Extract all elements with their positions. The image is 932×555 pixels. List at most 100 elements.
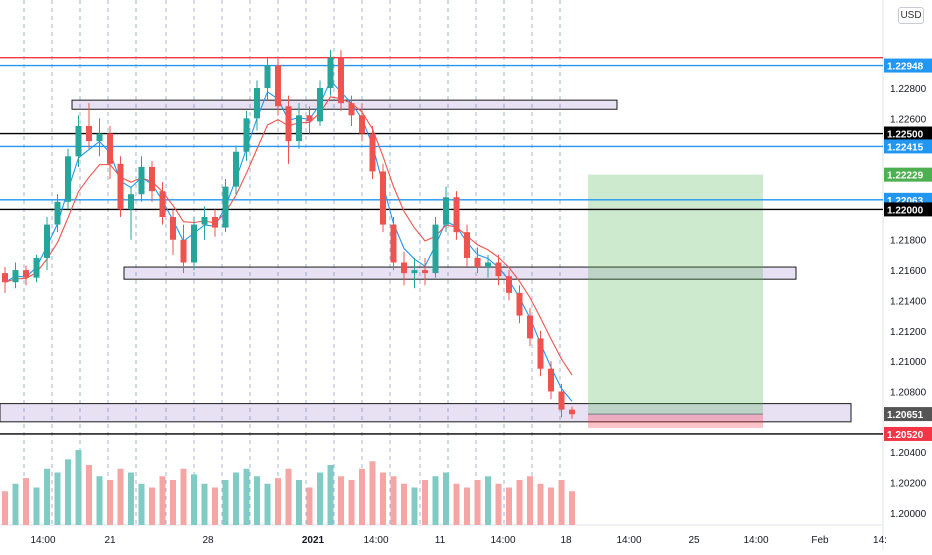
- volume-bar: [23, 478, 29, 525]
- candle-body: [348, 103, 355, 116]
- candle-body: [527, 315, 533, 339]
- candle-body: [306, 115, 313, 122]
- volume-bar: [243, 468, 250, 525]
- candle-body: [495, 262, 502, 277]
- time-tick-label: 14:00: [30, 535, 55, 546]
- volume-bar: [54, 472, 61, 525]
- price-tick-label: 1.21400: [890, 296, 927, 307]
- candle-body: [212, 216, 218, 228]
- volume-bar: [422, 480, 428, 525]
- volume-bar: [96, 476, 103, 525]
- candle-body: [390, 224, 397, 263]
- volume-bar: [12, 483, 19, 525]
- volume-bar: [222, 480, 229, 525]
- volume-bar: [527, 476, 533, 525]
- volume-bar: [65, 459, 71, 525]
- volume-bar: [117, 468, 124, 525]
- price-tick-label: 1.21600: [890, 266, 927, 277]
- time-tick-label: 14:00: [363, 535, 388, 546]
- volume-bars: [2, 450, 575, 525]
- candle-body: [548, 368, 554, 392]
- volume-bar: [558, 480, 565, 525]
- candle-body: [191, 224, 197, 263]
- profit-zone: [588, 174, 763, 415]
- volume-bar: [285, 468, 292, 525]
- candle-body: [453, 197, 460, 233]
- volume-bar: [254, 476, 260, 525]
- long-position-tool[interactable]: [588, 174, 763, 428]
- time-tick-label: 25: [688, 535, 700, 546]
- candle-body: [443, 197, 449, 225]
- candle-body: [2, 273, 8, 283]
- candle-body: [138, 166, 145, 195]
- volume-bar: [537, 483, 544, 525]
- price-tick-label: 1.21200: [890, 327, 927, 338]
- volume-bar: [306, 487, 313, 525]
- candle-body: [380, 171, 386, 225]
- candle-body: [369, 133, 376, 172]
- volume-bar: [317, 472, 323, 525]
- price-tag: [884, 167, 932, 182]
- price-tick-label: 1.20400: [890, 448, 927, 459]
- candle-body: [506, 276, 512, 293]
- candle-body: [317, 88, 323, 122]
- candle-body: [243, 118, 250, 152]
- price-tick-label: 1.20000: [890, 509, 927, 520]
- price-tag-label: 1.20520: [887, 430, 924, 441]
- candle-body: [285, 106, 292, 142]
- price-tick-label: 1.22800: [890, 84, 927, 95]
- price-tag: [884, 58, 932, 73]
- candle-body: [117, 163, 124, 210]
- candle-body: [432, 224, 439, 274]
- candle-body: [401, 262, 407, 274]
- stop-zone: [588, 414, 763, 428]
- price-tick-label: 1.20800: [890, 387, 927, 398]
- time-axis[interactable]: 14:00 21 28 2021 14:00 11 14:00 18 14:00 25 14:00 F…: [30, 535, 886, 546]
- price-tag: [884, 202, 932, 217]
- price-tick-label: 1.21800: [890, 236, 927, 247]
- candle-body: [96, 133, 103, 142]
- price-tick-label: 1.20200: [890, 479, 927, 490]
- price-tick-label: 1.22600: [890, 114, 927, 125]
- price-tag: [884, 139, 932, 154]
- volume-bar: [170, 480, 176, 525]
- currency-label: USD: [900, 10, 922, 21]
- volume-bar: [327, 465, 334, 525]
- candle-body: [558, 391, 565, 410]
- candle-body: [44, 224, 50, 258]
- time-tick-label: 2021: [302, 535, 325, 546]
- volume-bar: [495, 483, 502, 525]
- candles: [2, 50, 575, 419]
- candle-body: [107, 133, 113, 164]
- candle-body: [254, 88, 260, 119]
- price-axis-bg: [884, 0, 932, 550]
- volume-bar: [443, 472, 449, 525]
- price-tag: [884, 426, 932, 441]
- candle-body: [411, 270, 418, 274]
- candle-body: [485, 262, 491, 268]
- candle-body: [54, 201, 61, 225]
- candle-body: [516, 292, 523, 316]
- candle-body: [275, 65, 281, 107]
- price-tag-label: 1.22415: [887, 142, 924, 153]
- candle-body: [33, 257, 40, 278]
- currency-badge[interactable]: USD: [898, 7, 924, 24]
- price-axis[interactable]: 1.20000 1.20200 1.20400 1.20800 1.21000 1.212…: [884, 0, 932, 550]
- volume-bar: [107, 480, 113, 525]
- candle-body: [23, 270, 29, 278]
- horizontal-lines: [0, 56, 883, 435]
- zone-box: [71, 99, 618, 110]
- candle-body: [233, 151, 239, 187]
- candle-body: [65, 156, 71, 202]
- volume-bar: [348, 480, 355, 525]
- volume-bar: [432, 476, 439, 525]
- price-tag: [884, 126, 932, 141]
- candle-body: [359, 115, 365, 134]
- candle-body: [86, 125, 92, 142]
- candle-body: [327, 57, 334, 89]
- price-tag-label: 1.22063: [887, 196, 924, 207]
- candle-body: [338, 57, 344, 104]
- volume-bar: [464, 487, 470, 525]
